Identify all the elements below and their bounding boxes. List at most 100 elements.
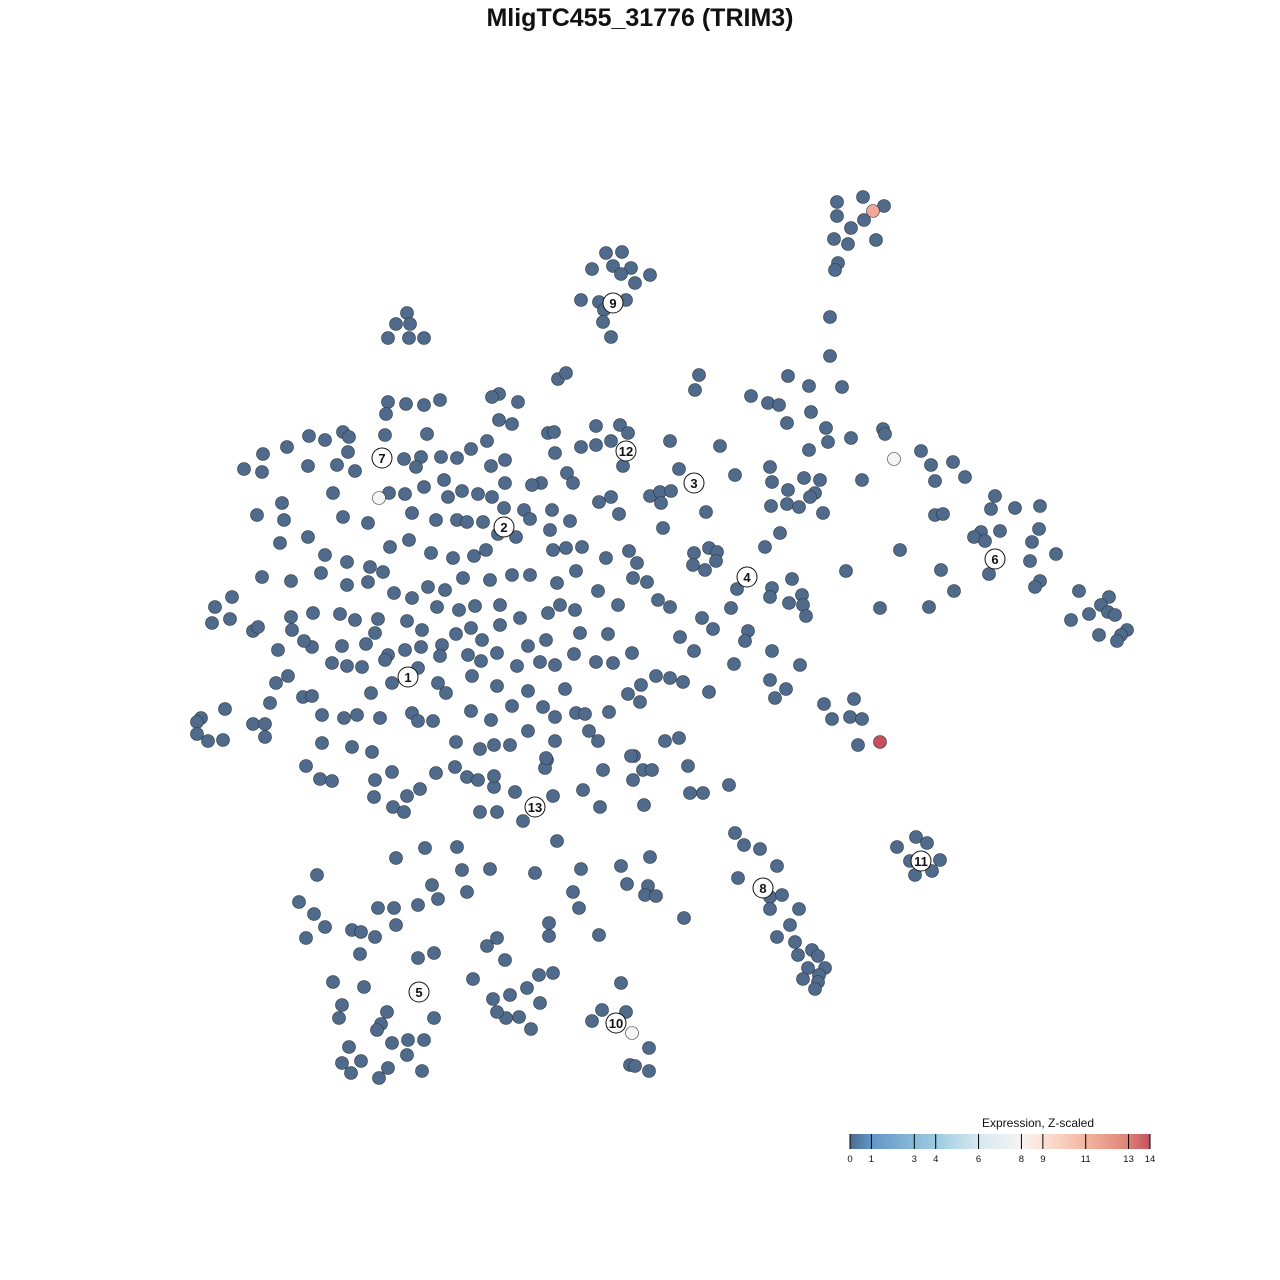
cluster-label-text: 9	[609, 296, 616, 311]
cell-point	[371, 612, 385, 626]
cell-point	[616, 459, 630, 473]
cell-point	[656, 521, 670, 535]
cell-point	[839, 564, 853, 578]
cell-point	[924, 458, 938, 472]
cell-point	[335, 639, 349, 653]
cell-point	[770, 859, 784, 873]
cell-point	[936, 507, 950, 521]
cell-point	[811, 949, 825, 963]
cell-point	[558, 682, 572, 696]
cell-point	[335, 998, 349, 1012]
cell-point	[582, 724, 596, 738]
cell-point	[589, 419, 603, 433]
cell-point	[473, 742, 487, 756]
cluster-label-circle	[524, 796, 546, 818]
cell-point	[468, 599, 482, 613]
cell-point	[553, 598, 567, 612]
cell-point	[372, 1071, 386, 1085]
cluster-label: 1	[397, 666, 419, 688]
cell-point	[490, 679, 504, 693]
cell-point	[878, 427, 892, 441]
cell-point	[572, 901, 586, 915]
cell-point	[722, 778, 736, 792]
cell-point	[336, 510, 350, 524]
cell-point	[793, 658, 807, 672]
cell-point	[363, 560, 377, 574]
cell-point	[315, 736, 329, 750]
cell-point	[569, 564, 583, 578]
cell-point	[350, 708, 364, 722]
cell-point	[649, 889, 663, 903]
cell-point	[788, 935, 802, 949]
cell-point	[487, 738, 501, 752]
cell-point	[400, 1048, 414, 1062]
cell-point	[813, 473, 827, 487]
cluster-label: 2	[493, 516, 515, 538]
cell-point	[456, 571, 470, 585]
cell-point	[310, 868, 324, 882]
cell-point	[546, 966, 560, 980]
cell-point	[415, 623, 429, 637]
cell-point	[763, 902, 777, 916]
cell-point	[946, 455, 960, 469]
cell-point	[731, 871, 745, 885]
cell-point	[466, 972, 480, 986]
cell-point	[314, 566, 328, 580]
cell-point	[548, 658, 562, 672]
cell-point	[417, 331, 431, 345]
cell-point	[250, 508, 264, 522]
cell-point	[512, 1010, 526, 1024]
cell-point	[237, 462, 251, 476]
cell-point	[573, 626, 587, 640]
cell-point	[843, 710, 857, 724]
cell-point	[449, 627, 463, 641]
cell-point	[593, 800, 607, 814]
cell-point	[342, 1040, 356, 1054]
cell-point	[823, 310, 837, 324]
cell-point	[361, 575, 375, 589]
cell-point	[574, 862, 588, 876]
cell-point	[474, 654, 488, 668]
cell-point	[560, 466, 574, 480]
cell-point	[830, 195, 844, 209]
cell-point	[550, 834, 564, 848]
cluster-label-text: 6	[991, 552, 998, 567]
cell-point	[651, 593, 665, 607]
cell-point	[397, 805, 411, 819]
cell-point	[365, 745, 379, 759]
cell-point	[389, 317, 403, 331]
cell-point	[397, 452, 411, 466]
cell-point	[299, 931, 313, 945]
cluster-label: 8	[752, 877, 774, 899]
cell-point	[367, 790, 381, 804]
cell-point	[947, 584, 961, 598]
cell-point	[698, 563, 712, 577]
cell-point	[471, 773, 485, 787]
cell-point	[521, 684, 535, 698]
cell-point	[205, 616, 219, 630]
cell-point	[612, 507, 626, 521]
cell-point	[914, 444, 928, 458]
cell-point	[389, 918, 403, 932]
cell-point	[348, 464, 362, 478]
cell-point	[483, 862, 497, 876]
cell-point	[624, 261, 638, 275]
cell-point	[563, 514, 577, 528]
cell-point	[737, 838, 751, 852]
cell-point	[255, 465, 269, 479]
cell-point	[1092, 628, 1106, 642]
cell-point	[1025, 535, 1039, 549]
cell-point	[984, 502, 998, 516]
cell-point	[699, 505, 713, 519]
cell-point	[982, 567, 996, 581]
cell-point	[802, 443, 816, 457]
cell-point	[687, 644, 701, 658]
cell-point	[400, 789, 414, 803]
cell-point	[438, 583, 452, 597]
cell-point	[503, 738, 517, 752]
cell-point	[706, 622, 720, 636]
cell-point	[654, 496, 668, 510]
cell-point	[353, 947, 367, 961]
cell-point	[256, 447, 270, 461]
